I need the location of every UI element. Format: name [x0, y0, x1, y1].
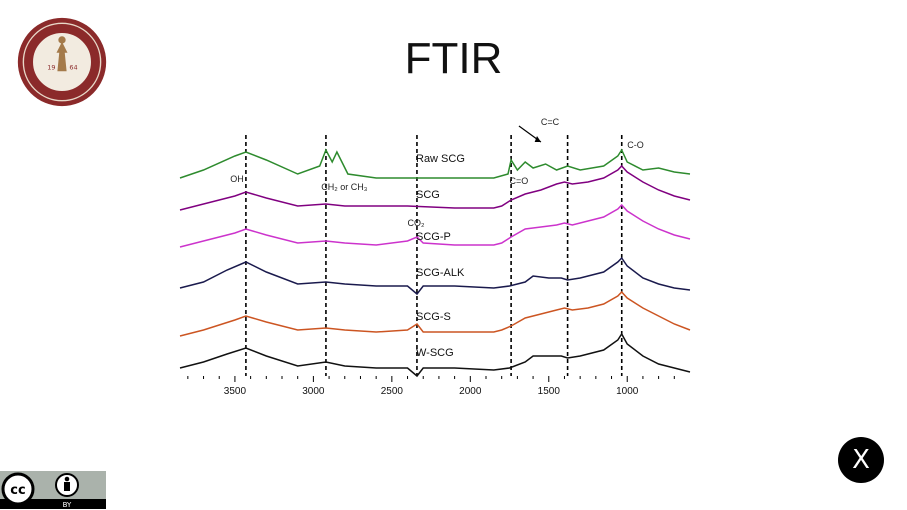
series-label-5: W-SCG: [416, 347, 454, 359]
annotation-5: C=O: [510, 176, 529, 186]
series-line-0: [179, 148, 691, 179]
x-tick-label-0: 3500: [224, 386, 247, 397]
series-line-4: [179, 290, 691, 337]
series-line-5: [179, 332, 691, 378]
annotation-arrowhead: [534, 136, 541, 142]
series-label-3: SCG-ALK: [416, 267, 465, 279]
seal-year-left: 19: [47, 63, 55, 71]
series-line-2: [179, 203, 691, 248]
annotation-4: CO₂: [408, 218, 426, 228]
annotation-2: OH: [230, 174, 244, 184]
university-seal: 19 64: [17, 17, 107, 107]
ftir-chart: Raw SCG SCG SCG-P SCG-ALK SCG-S W-SCG C=C C-O O…: [179, 117, 691, 397]
series-label-0: Raw SCG: [416, 153, 465, 165]
x-tick-label-5: 1000: [616, 386, 639, 397]
x-tick-label-3: 2000: [459, 386, 482, 397]
series-line-3: [179, 256, 691, 296]
annotation-1: C-O: [627, 140, 644, 150]
x-tick-label-1: 3000: [302, 386, 325, 397]
x-tick-label-4: 1500: [538, 386, 561, 397]
series-line-1: [179, 164, 691, 211]
series-label-2: SCG-P: [416, 231, 451, 243]
annotation-0: C=C: [541, 117, 560, 127]
series-label-4: SCG-S: [416, 311, 451, 323]
annotation-3: CH₂ or CH₃: [321, 182, 367, 192]
series-label-1: SCG: [416, 189, 440, 201]
page-title: FTIR: [404, 34, 503, 83]
attribution-icon: [64, 482, 70, 491]
cc-text: cc: [10, 483, 25, 498]
cc-by-license-badge: cc BY: [0, 471, 106, 509]
x-tick-label-2: 2500: [381, 386, 404, 397]
seal-year-right: 64: [69, 63, 77, 71]
close-button[interactable]: X: [838, 437, 884, 483]
by-text: BY: [63, 501, 72, 509]
